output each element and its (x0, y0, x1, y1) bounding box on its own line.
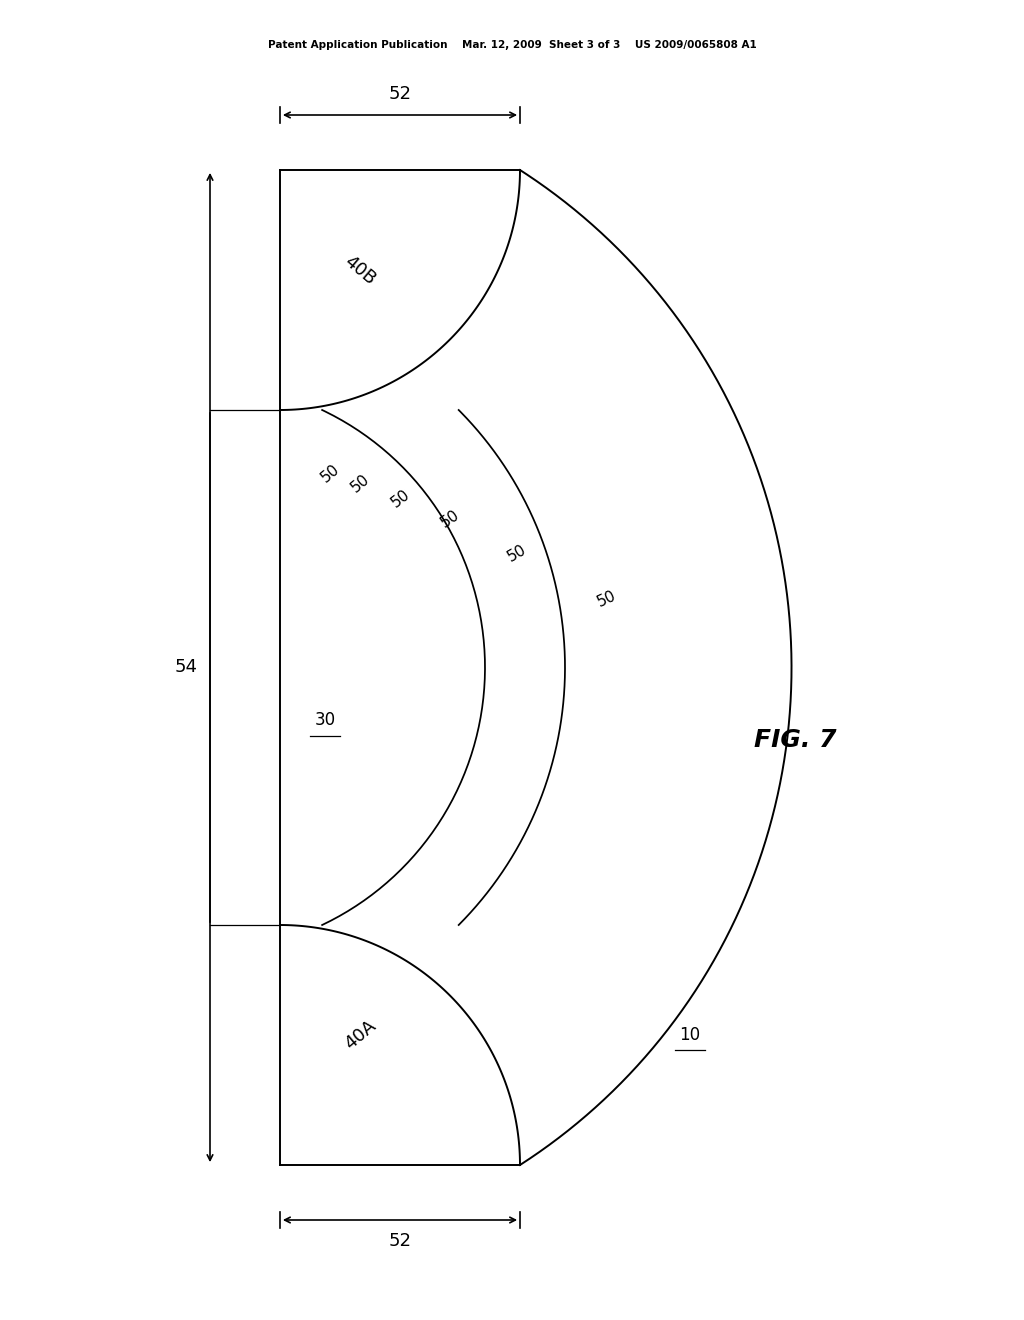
Text: 50: 50 (438, 507, 463, 531)
Text: 54: 54 (175, 659, 198, 676)
Text: 50: 50 (505, 543, 529, 565)
Text: 50: 50 (388, 486, 413, 510)
Text: 50: 50 (348, 471, 373, 495)
Text: 52: 52 (388, 1232, 412, 1250)
Text: 10: 10 (680, 1026, 700, 1044)
Text: FIG. 7: FIG. 7 (754, 729, 837, 752)
Text: 40A: 40A (341, 1016, 379, 1053)
Text: 50: 50 (318, 461, 342, 484)
Text: 40B: 40B (341, 252, 379, 288)
Text: 30: 30 (314, 711, 336, 729)
Text: Patent Application Publication    Mar. 12, 2009  Sheet 3 of 3    US 2009/0065808: Patent Application Publication Mar. 12, … (267, 40, 757, 50)
Text: 52: 52 (388, 84, 412, 103)
Text: 50: 50 (595, 589, 618, 610)
